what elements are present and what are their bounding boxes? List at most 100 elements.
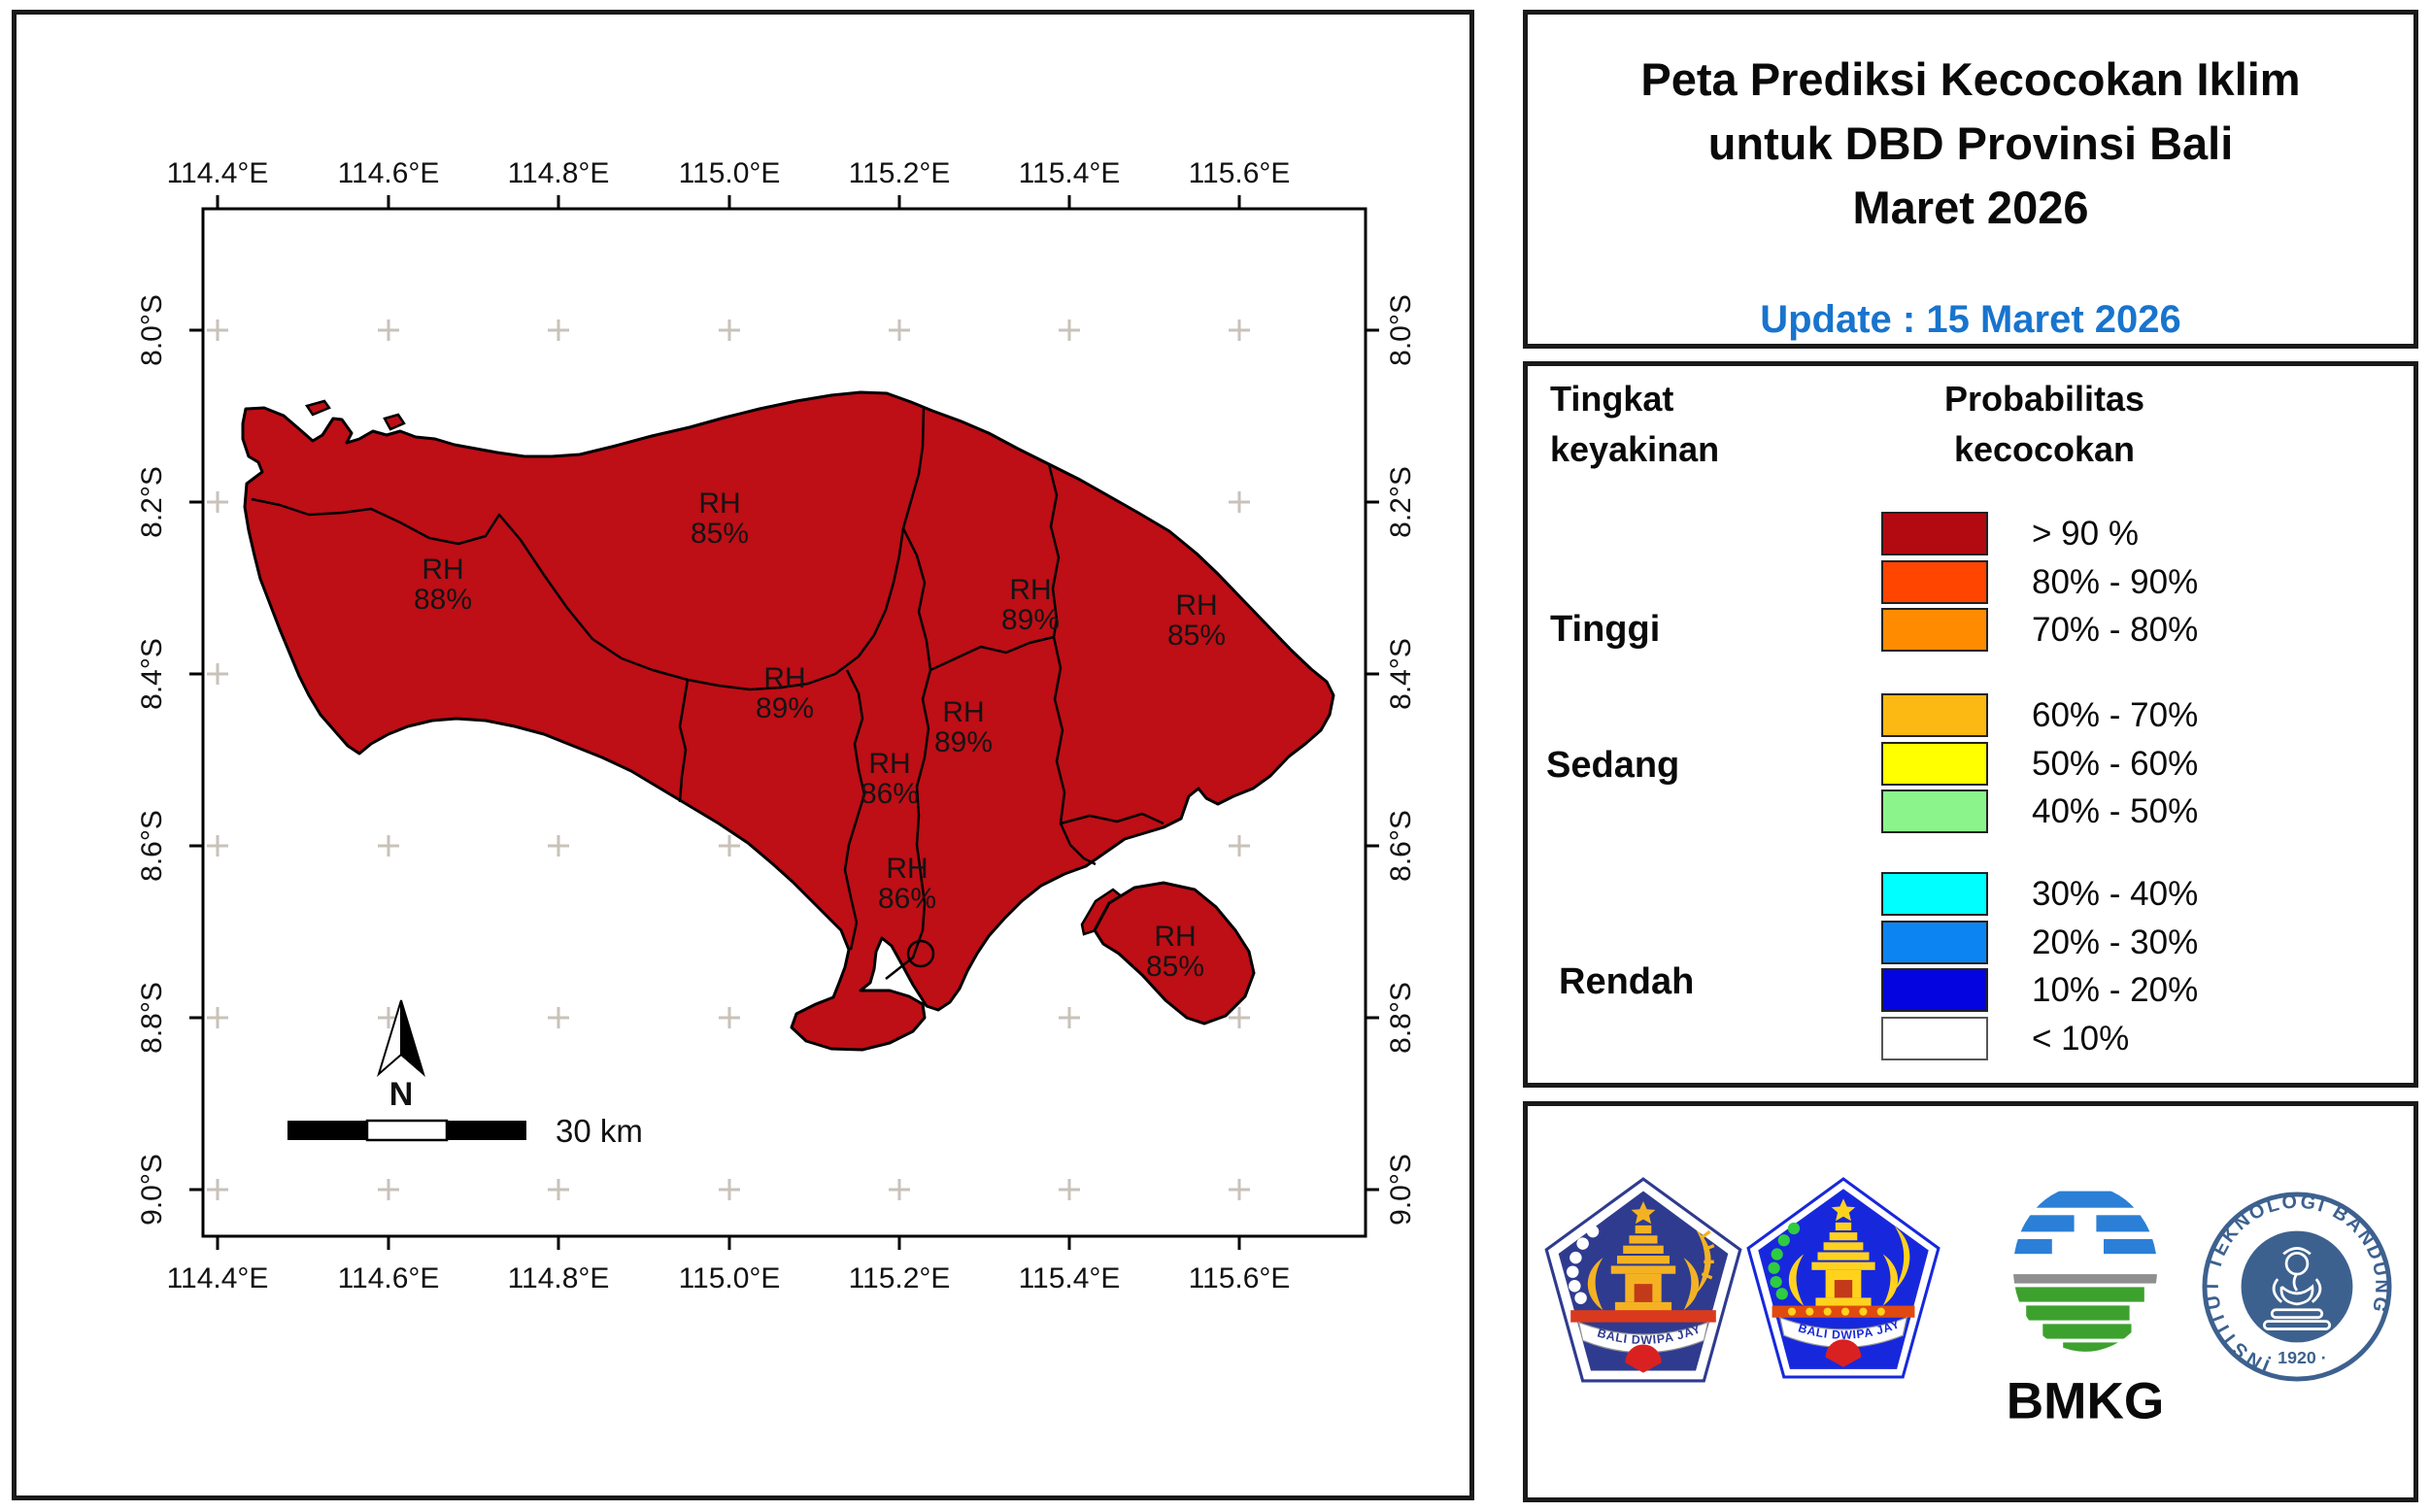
graticule-cross — [1229, 491, 1250, 513]
legend-swatch — [1881, 1017, 1988, 1060]
x-axis-label-bottom: 115.0°E — [679, 1262, 781, 1294]
graticule-cross — [207, 491, 228, 513]
graticule-cross — [548, 1007, 569, 1028]
legend-range-label: 30% - 40% — [2032, 875, 2199, 913]
legend-group-tinggi: Tinggi — [1550, 609, 1661, 650]
region-label-value: 86% — [878, 883, 936, 915]
region-label-prefix: RH — [422, 554, 463, 586]
bmkg-label: BMKG — [2007, 1372, 2165, 1428]
legend-range-label: 50% - 60% — [2032, 745, 2199, 783]
y-axis-label-right: 8.2°S — [1385, 466, 1417, 538]
legend-swatch — [1881, 872, 1988, 916]
graticule-cross — [1059, 1007, 1080, 1028]
itb-seal-logo: INSTITUT TEKNOLOGI BANDUNG · 1920 · — [2202, 1191, 2392, 1382]
bmkg-logo: BMKG — [2007, 1185, 2165, 1428]
region-label-prefix: RH — [763, 662, 805, 694]
y-axis-label-right: 8.0°S — [1385, 294, 1417, 366]
graticule-cross — [719, 1179, 740, 1200]
title-line-3: Maret 2026 — [1852, 182, 2089, 233]
itb-year: · 1920 · — [2267, 1348, 2326, 1367]
x-axis-label-bottom: 115.4°E — [1019, 1262, 1121, 1294]
graticule-cross — [207, 663, 228, 685]
legend-header-right-line1: Probabilitas — [1943, 379, 2145, 419]
x-axis-label-top: 114.4°E — [167, 157, 269, 189]
graticule-cross — [1229, 835, 1250, 857]
x-axis-label-top: 114.8°E — [508, 157, 610, 189]
legend-header-left: Tingkat keyakinan — [1550, 374, 1719, 475]
graticule-cross — [207, 835, 228, 857]
graticule-cross — [1229, 319, 1250, 341]
graticule-cross — [378, 835, 399, 857]
legend-swatch — [1881, 968, 1988, 1012]
region-label-prefix: RH — [698, 487, 740, 520]
region-label-prefix: RH — [1009, 574, 1051, 606]
map-title: Peta Prediksi Kecocokan Iklim untuk DBD … — [1528, 48, 2413, 240]
x-axis-label-top: 114.6°E — [338, 157, 440, 189]
legend-range-label: 20% - 30% — [2032, 924, 2199, 961]
x-axis-label-top: 115.0°E — [679, 157, 781, 189]
region-label-value: 88% — [414, 584, 472, 616]
title-box: Peta Prediksi Kecocokan Iklim untuk DBD … — [1523, 10, 2418, 349]
y-axis-label-right: 8.4°S — [1385, 638, 1417, 710]
scale-bar-label: 30 km — [556, 1113, 643, 1149]
y-axis-label-right: 8.8°S — [1385, 982, 1417, 1054]
islet-north — [383, 413, 406, 431]
graticule-cross — [1229, 1179, 1250, 1200]
y-axis-label-left: 8.4°S — [136, 638, 168, 710]
region-label-prefix: RH — [886, 853, 928, 885]
legend-group-sedang: Sedang — [1546, 745, 1680, 786]
region-label-value: 89% — [934, 726, 993, 758]
region-label-value: 89% — [756, 692, 814, 724]
y-axis-label-left: 8.8°S — [136, 982, 168, 1054]
x-axis-label-bottom: 114.4°E — [167, 1262, 269, 1294]
graticule-cross — [1059, 1179, 1080, 1200]
graticule-cross — [889, 319, 910, 341]
graticule-cross — [548, 835, 569, 857]
legend-range-label: 60% - 70% — [2032, 696, 2199, 734]
region-label-value: 85% — [691, 518, 749, 550]
legend-swatch — [1881, 608, 1988, 652]
y-axis-label-left: 9.0°S — [136, 1154, 168, 1226]
logos-box: BALI DWIPA JAYA — [1523, 1101, 2418, 1502]
y-axis-label-left: 8.2°S — [136, 466, 168, 538]
region-label-prefix: RH — [942, 696, 984, 728]
bali-island — [241, 390, 1335, 1052]
region-label-value: 86% — [861, 778, 919, 810]
y-axis-label-left: 8.6°S — [136, 810, 168, 882]
legend-group-rendah: Rendah — [1559, 961, 1695, 1002]
y-axis-label-right: 8.6°S — [1385, 810, 1417, 882]
legend-range-label: < 10% — [2032, 1020, 2130, 1058]
graticule-cross — [548, 1179, 569, 1200]
x-axis-label-bottom: 114.6°E — [338, 1262, 440, 1294]
region-label-value: 89% — [1001, 604, 1060, 636]
x-axis-label-top: 115.4°E — [1019, 157, 1121, 189]
bali-crest-dark-logo: BALI DWIPA JAYA — [1542, 1177, 1742, 1383]
x-axis-label-top: 115.6°E — [1189, 157, 1291, 189]
x-axis-label-top: 115.2°E — [849, 157, 951, 189]
legend-header-right: Probabilitas kecocokan — [1850, 374, 2239, 475]
bali-mainland-shape — [241, 390, 1335, 1052]
graticule-cross — [207, 1007, 228, 1028]
legend-swatch — [1881, 512, 1988, 555]
graticule-cross — [719, 835, 740, 857]
graticule-cross — [719, 1007, 740, 1028]
legend-swatch — [1881, 742, 1988, 786]
graticule-cross — [207, 1179, 228, 1200]
legend-header-right-line2: kecocokan — [1953, 429, 2136, 469]
legend-swatch — [1881, 921, 1988, 964]
graticule-cross — [719, 319, 740, 341]
region-label-prefix: RH — [868, 748, 910, 780]
legend-range-label: 10% - 20% — [2032, 971, 2199, 1009]
legend-range-label: 70% - 80% — [2032, 611, 2199, 649]
plot-frame — [201, 207, 1367, 1238]
legend-range-label: 40% - 50% — [2032, 792, 2199, 830]
title-line-2: untuk DBD Provinsi Bali — [1707, 118, 2234, 169]
nusa-penida-island — [1093, 881, 1256, 1025]
region-boundaries — [251, 407, 1164, 980]
graticule-cross — [207, 319, 228, 341]
axes: 114.4°E 114.4°E 114.6°E 114.6°E 114.8°E 114.8… — [136, 157, 1417, 1294]
region-label-value: 85% — [1167, 620, 1226, 652]
